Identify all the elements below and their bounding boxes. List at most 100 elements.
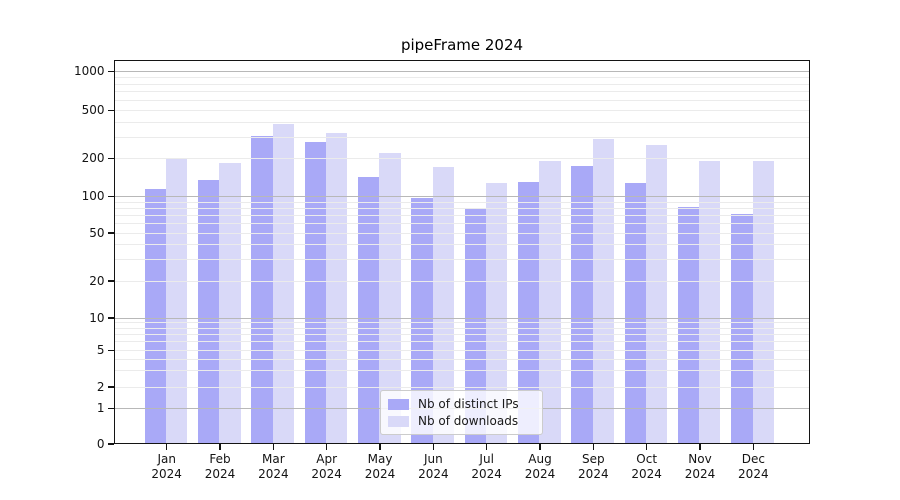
gridline-minor-300 bbox=[114, 136, 810, 138]
y-tick-label-500: 500 bbox=[81, 103, 105, 117]
y-tick-label-2: 2 bbox=[96, 379, 105, 394]
x-tick-label-nov: Nov 2024 bbox=[670, 452, 730, 482]
gridline-minor-20 bbox=[114, 280, 810, 282]
bar-ips-may bbox=[357, 176, 380, 444]
gridline-minor-7 bbox=[114, 334, 810, 336]
x-tick-label-oct: Oct 2024 bbox=[617, 452, 677, 482]
y-tick-label-0: 0 bbox=[96, 436, 105, 451]
x-tick-month: Jan bbox=[157, 452, 176, 466]
gridline-minor-80 bbox=[114, 207, 810, 209]
x-tick-oct bbox=[646, 444, 648, 450]
x-tick-apr bbox=[326, 444, 328, 450]
gridline-minor-3 bbox=[114, 370, 810, 372]
y-tick-2 bbox=[108, 386, 114, 388]
x-tick-month: Apr bbox=[316, 452, 338, 466]
x-tick-label-aug: Aug 2024 bbox=[510, 452, 570, 482]
y-tick-0 bbox=[108, 443, 114, 445]
y-tick-500 bbox=[108, 109, 114, 112]
x-tick-month: Oct bbox=[636, 452, 658, 466]
x-tick-year: 2024 bbox=[738, 467, 769, 481]
y-tick-label-10: 10 bbox=[89, 310, 105, 325]
legend-item-distinct-ips: Nb of distinct IPs bbox=[388, 397, 542, 411]
y-tick-1000 bbox=[108, 70, 114, 73]
y-tick-100 bbox=[108, 195, 114, 198]
x-tick-dec bbox=[752, 444, 754, 450]
x-tick-month: Mar bbox=[262, 452, 285, 466]
y-tick-label-1000: 1000 bbox=[73, 64, 105, 78]
x-tick-nov bbox=[699, 444, 701, 450]
x-tick-month: Feb bbox=[209, 452, 231, 466]
y-tick-50 bbox=[108, 232, 114, 234]
bar-ips-oct bbox=[624, 183, 646, 444]
bar-downloads-mar bbox=[272, 123, 294, 444]
x-tick-label-jun: Jun 2024 bbox=[403, 452, 463, 482]
gridline-major-100 bbox=[114, 196, 810, 197]
legend: Nb of distinct IPs Nb of downloads bbox=[380, 390, 543, 435]
y-tick-label-1: 1 bbox=[96, 401, 105, 415]
x-tick-month: Jun bbox=[423, 452, 443, 466]
legend-swatch-distinct-ips bbox=[388, 398, 409, 410]
gridline-minor-700 bbox=[114, 91, 810, 93]
bar-downloads-jan bbox=[165, 157, 188, 444]
x-tick-label-mar: Mar 2024 bbox=[243, 452, 303, 482]
x-tick-month: Aug bbox=[528, 452, 552, 466]
gridline-minor-500 bbox=[114, 110, 810, 111]
bar-ips-sep bbox=[571, 165, 593, 444]
y-tick-5 bbox=[108, 349, 114, 352]
gridline-minor-2 bbox=[114, 386, 810, 388]
x-tick-aug bbox=[539, 444, 541, 450]
x-tick-mar bbox=[272, 444, 274, 450]
bar-downloads-oct bbox=[645, 145, 668, 444]
bar-downloads-dec bbox=[752, 160, 774, 444]
x-tick-month: Jul bbox=[479, 452, 494, 466]
y-tick-label-50: 50 bbox=[89, 225, 105, 240]
x-tick-year: 2024 bbox=[418, 467, 449, 481]
y-tick-label-5: 5 bbox=[96, 343, 105, 357]
x-tick-year: 2024 bbox=[364, 467, 396, 481]
gridline-minor-6 bbox=[114, 341, 810, 343]
legend-label-distinct-ips: Nb of distinct IPs bbox=[418, 397, 519, 411]
gridline-minor-200 bbox=[114, 158, 810, 159]
x-tick-label-feb: Feb 2024 bbox=[190, 452, 250, 482]
x-tick-year: 2024 bbox=[258, 467, 289, 481]
bar-ips-mar bbox=[251, 136, 273, 444]
x-tick-year: 2024 bbox=[578, 467, 609, 481]
y-tick-1 bbox=[108, 407, 114, 410]
x-tick-year: 2024 bbox=[471, 467, 502, 481]
gridline-minor-600 bbox=[114, 99, 810, 101]
gridline-minor-800 bbox=[114, 83, 810, 85]
x-tick-month: May bbox=[367, 452, 393, 466]
gridline-minor-4 bbox=[114, 358, 810, 360]
x-tick-may bbox=[379, 444, 381, 450]
legend-label-downloads: Nb of downloads bbox=[418, 414, 519, 428]
x-tick-sep bbox=[592, 444, 594, 450]
gridline-minor-900 bbox=[114, 76, 810, 78]
x-tick-year: 2024 bbox=[684, 467, 716, 481]
bar-downloads-aug bbox=[539, 161, 561, 444]
x-tick-month: Dec bbox=[741, 452, 765, 466]
gridline-minor-90 bbox=[114, 201, 810, 203]
gridline-minor-30 bbox=[114, 259, 810, 261]
gridline-minor-70 bbox=[114, 214, 810, 216]
x-tick-label-may: May 2024 bbox=[350, 452, 410, 482]
x-tick-month: Nov bbox=[688, 452, 712, 466]
gridline-minor-8 bbox=[114, 327, 810, 329]
x-tick-label-jan: Jan 2024 bbox=[137, 452, 197, 482]
y-tick-200 bbox=[108, 157, 114, 160]
x-tick-feb bbox=[219, 444, 221, 450]
x-tick-label-apr: Apr 2024 bbox=[297, 452, 357, 482]
x-tick-jan bbox=[166, 444, 168, 450]
gridline-minor-40 bbox=[114, 244, 810, 246]
bar-downloads-jul bbox=[485, 182, 508, 444]
x-tick-year: 2024 bbox=[151, 467, 182, 481]
gridline-minor-400 bbox=[114, 121, 810, 123]
x-tick-year: 2024 bbox=[204, 467, 236, 481]
gridline-minor-60 bbox=[114, 222, 810, 224]
x-tick-year: 2024 bbox=[524, 467, 556, 481]
legend-item-downloads: Nb of downloads bbox=[388, 414, 542, 428]
bar-downloads-jun bbox=[432, 167, 454, 444]
bar-ips-nov bbox=[677, 206, 700, 444]
gridline-minor-50 bbox=[114, 232, 810, 234]
